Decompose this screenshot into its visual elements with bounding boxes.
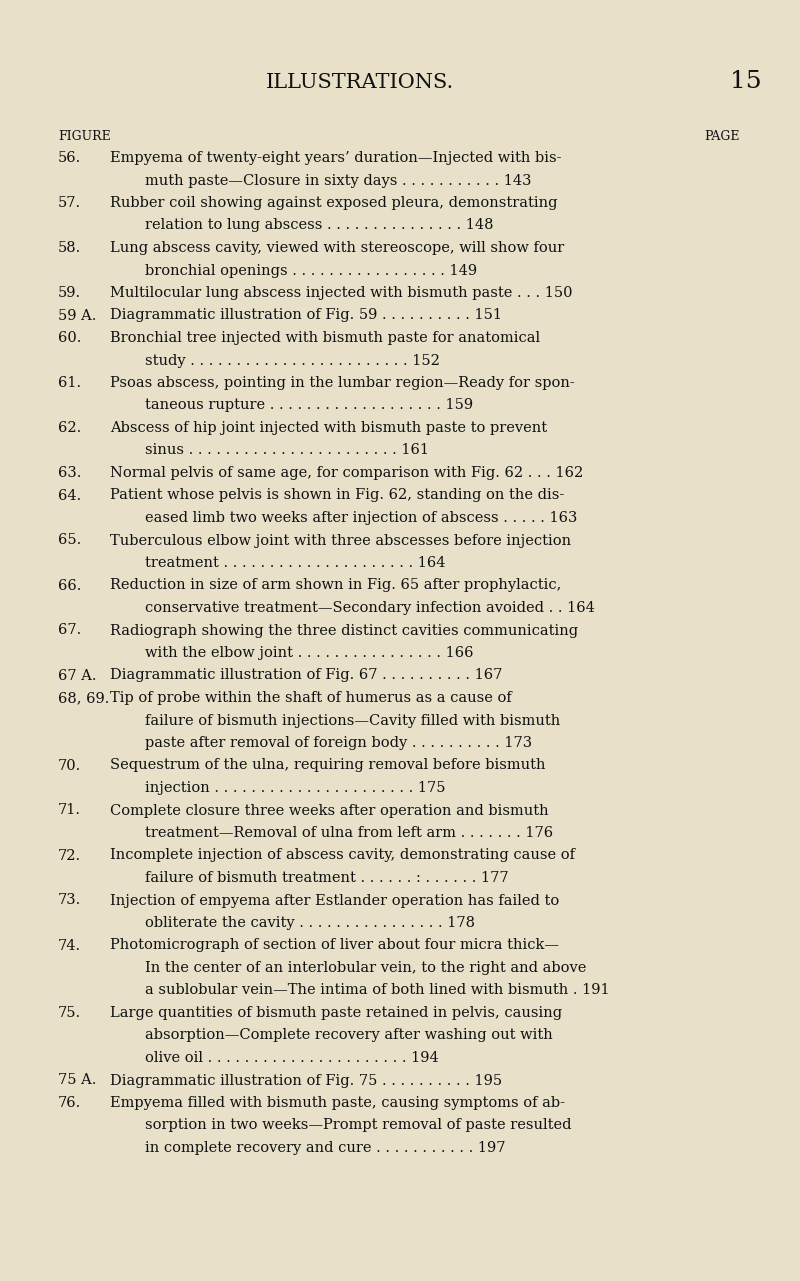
- Text: 59.: 59.: [58, 286, 81, 300]
- Text: Normal pelvis of same age, for comparison with Fig. 62 . . . 162: Normal pelvis of same age, for compariso…: [110, 466, 583, 480]
- Text: 76.: 76.: [58, 1097, 82, 1111]
- Text: sinus . . . . . . . . . . . . . . . . . . . . . . . 161: sinus . . . . . . . . . . . . . . . . . …: [145, 443, 429, 457]
- Text: 57.: 57.: [58, 196, 81, 210]
- Text: Tuberculous elbow joint with three abscesses before injection: Tuberculous elbow joint with three absce…: [110, 533, 571, 547]
- Text: PAGE: PAGE: [705, 129, 740, 143]
- Text: failure of bismuth treatment . . . . . . : . . . . . . 177: failure of bismuth treatment . . . . . .…: [145, 871, 509, 885]
- Text: Radiograph showing the three distinct cavities communicating: Radiograph showing the three distinct ca…: [110, 624, 578, 638]
- Text: paste after removal of foreign body . . . . . . . . . . 173: paste after removal of foreign body . . …: [145, 737, 532, 749]
- Text: sorption in two weeks—Prompt removal of paste resulted: sorption in two weeks—Prompt removal of …: [145, 1118, 571, 1132]
- Text: absorption—Complete recovery after washing out with: absorption—Complete recovery after washi…: [145, 1029, 553, 1043]
- Text: 56.: 56.: [58, 151, 82, 165]
- Text: 62.: 62.: [58, 421, 82, 436]
- Text: In the center of an interlobular vein, to the right and above: In the center of an interlobular vein, t…: [145, 961, 586, 975]
- Text: Reduction in size of arm shown in Fig. 65 after prophylactic,: Reduction in size of arm shown in Fig. 6…: [110, 579, 562, 593]
- Text: Diagrammatic illustration of Fig. 67 . . . . . . . . . . 167: Diagrammatic illustration of Fig. 67 . .…: [110, 669, 502, 683]
- Text: taneous rupture . . . . . . . . . . . . . . . . . . . 159: taneous rupture . . . . . . . . . . . . …: [145, 398, 473, 412]
- Text: FIGURE: FIGURE: [58, 129, 110, 143]
- Text: 71.: 71.: [58, 803, 81, 817]
- Text: study . . . . . . . . . . . . . . . . . . . . . . . . 152: study . . . . . . . . . . . . . . . . . …: [145, 354, 440, 368]
- Text: 63.: 63.: [58, 466, 82, 480]
- Text: olive oil . . . . . . . . . . . . . . . . . . . . . . 194: olive oil . . . . . . . . . . . . . . . …: [145, 1050, 438, 1065]
- Text: injection . . . . . . . . . . . . . . . . . . . . . . 175: injection . . . . . . . . . . . . . . . …: [145, 781, 446, 796]
- Text: Empyema of twenty-eight years’ duration—Injected with bis-: Empyema of twenty-eight years’ duration—…: [110, 151, 562, 165]
- Text: obliterate the cavity . . . . . . . . . . . . . . . . 178: obliterate the cavity . . . . . . . . . …: [145, 916, 475, 930]
- Text: conservative treatment—Secondary infection avoided . . 164: conservative treatment—Secondary infecti…: [145, 601, 595, 615]
- Text: 68, 69.: 68, 69.: [58, 690, 110, 705]
- Text: 15: 15: [730, 70, 762, 94]
- Text: Photomicrograph of section of liver about four micra thick—: Photomicrograph of section of liver abou…: [110, 939, 559, 953]
- Text: 72.: 72.: [58, 848, 81, 862]
- Text: Diagrammatic illustration of Fig. 75 . . . . . . . . . . 195: Diagrammatic illustration of Fig. 75 . .…: [110, 1073, 502, 1088]
- Text: 73.: 73.: [58, 894, 82, 907]
- Text: a sublobular vein—The intima of both lined with bismuth . 191: a sublobular vein—The intima of both lin…: [145, 984, 610, 998]
- Text: Sequestrum of the ulna, requiring removal before bismuth: Sequestrum of the ulna, requiring remova…: [110, 758, 546, 772]
- Text: ILLUSTRATIONS.: ILLUSTRATIONS.: [266, 73, 454, 92]
- Text: 70.: 70.: [58, 758, 82, 772]
- Text: Complete closure three weeks after operation and bismuth: Complete closure three weeks after opera…: [110, 803, 549, 817]
- Text: failure of bismuth injections—Cavity filled with bismuth: failure of bismuth injections—Cavity fil…: [145, 714, 560, 728]
- Text: Abscess of hip joint injected with bismuth paste to prevent: Abscess of hip joint injected with bismu…: [110, 421, 547, 436]
- Text: Tip of probe within the shaft of humerus as a cause of: Tip of probe within the shaft of humerus…: [110, 690, 512, 705]
- Text: 75 A.: 75 A.: [58, 1073, 96, 1088]
- Text: Bronchial tree injected with bismuth paste for anatomical: Bronchial tree injected with bismuth pas…: [110, 330, 540, 345]
- Text: eased limb two weeks after injection of abscess . . . . . 163: eased limb two weeks after injection of …: [145, 511, 578, 525]
- Text: Lung abscess cavity, viewed with stereoscope, will show four: Lung abscess cavity, viewed with stereos…: [110, 241, 564, 255]
- Text: Incomplete injection of abscess cavity, demonstrating cause of: Incomplete injection of abscess cavity, …: [110, 848, 575, 862]
- Text: Psoas abscess, pointing in the lumbar region—Ready for spon-: Psoas abscess, pointing in the lumbar re…: [110, 377, 574, 389]
- Text: Multilocular lung abscess injected with bismuth paste . . . 150: Multilocular lung abscess injected with …: [110, 286, 573, 300]
- Text: with the elbow joint . . . . . . . . . . . . . . . . 166: with the elbow joint . . . . . . . . . .…: [145, 646, 474, 660]
- Text: 66.: 66.: [58, 579, 82, 593]
- Text: in complete recovery and cure . . . . . . . . . . . 197: in complete recovery and cure . . . . . …: [145, 1141, 506, 1155]
- Text: 59 A.: 59 A.: [58, 309, 96, 323]
- Text: bronchial openings . . . . . . . . . . . . . . . . . 149: bronchial openings . . . . . . . . . . .…: [145, 264, 477, 278]
- Text: treatment—Removal of ulna from left arm . . . . . . . 176: treatment—Removal of ulna from left arm …: [145, 826, 553, 840]
- Text: 75.: 75.: [58, 1006, 81, 1020]
- Text: Large quantities of bismuth paste retained in pelvis, causing: Large quantities of bismuth paste retain…: [110, 1006, 562, 1020]
- Text: Rubber coil showing against exposed pleura, demonstrating: Rubber coil showing against exposed pleu…: [110, 196, 558, 210]
- Text: 67.: 67.: [58, 624, 82, 638]
- Text: 65.: 65.: [58, 533, 82, 547]
- Text: 58.: 58.: [58, 241, 82, 255]
- Text: 60.: 60.: [58, 330, 82, 345]
- Text: 67 A.: 67 A.: [58, 669, 97, 683]
- Text: 64.: 64.: [58, 488, 82, 502]
- Text: treatment . . . . . . . . . . . . . . . . . . . . . 164: treatment . . . . . . . . . . . . . . . …: [145, 556, 446, 570]
- Text: Injection of empyema after Estlander operation has failed to: Injection of empyema after Estlander ope…: [110, 894, 559, 907]
- Text: relation to lung abscess . . . . . . . . . . . . . . . 148: relation to lung abscess . . . . . . . .…: [145, 219, 494, 232]
- Text: 74.: 74.: [58, 939, 81, 953]
- Text: Diagrammatic illustration of Fig. 59 . . . . . . . . . . 151: Diagrammatic illustration of Fig. 59 . .…: [110, 309, 502, 323]
- Text: Empyema filled with bismuth paste, causing symptoms of ab-: Empyema filled with bismuth paste, causi…: [110, 1097, 565, 1111]
- Text: Patient whose pelvis is shown in Fig. 62, standing on the dis-: Patient whose pelvis is shown in Fig. 62…: [110, 488, 564, 502]
- Text: muth paste—Closure in sixty days . . . . . . . . . . . 143: muth paste—Closure in sixty days . . . .…: [145, 173, 531, 187]
- Text: 61.: 61.: [58, 377, 81, 389]
